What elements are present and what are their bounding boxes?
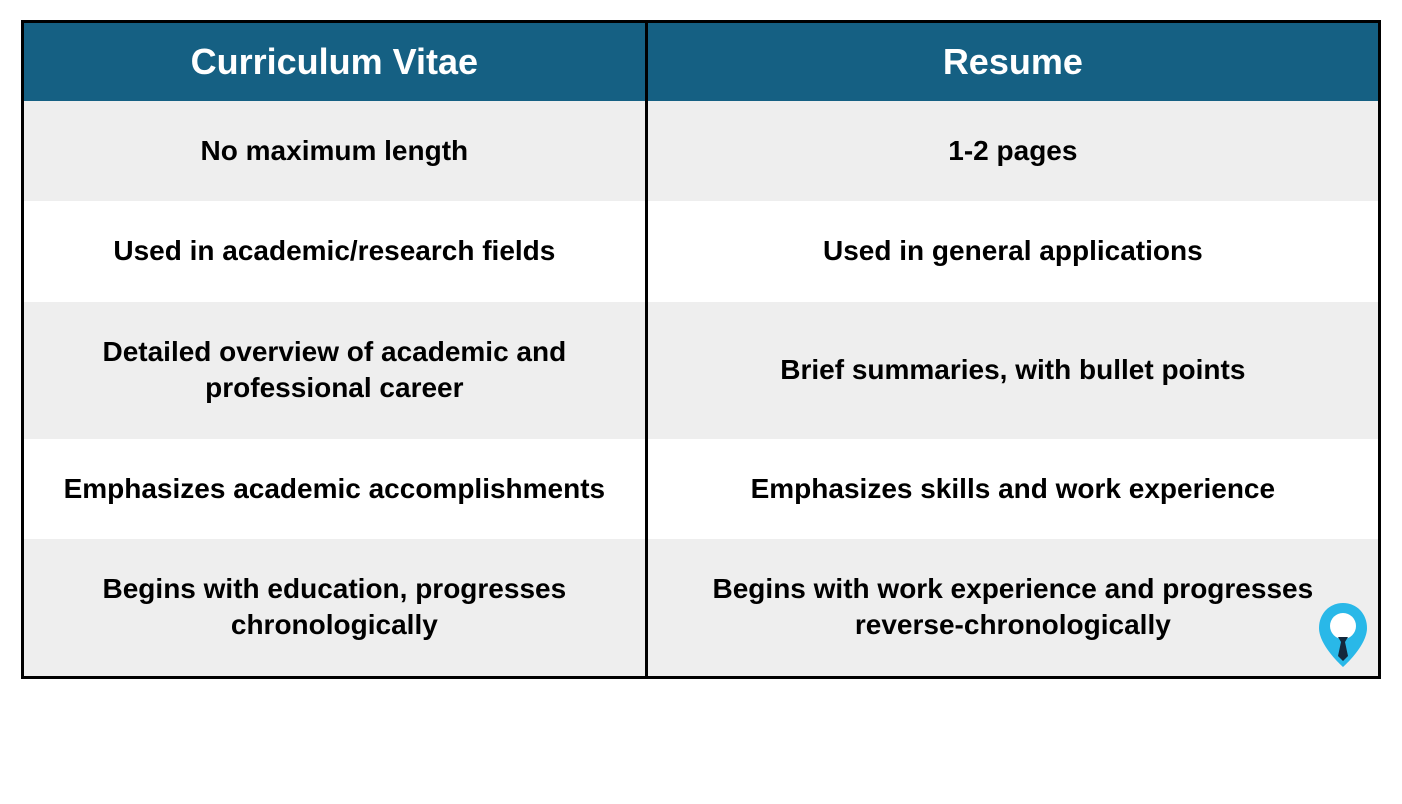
cell-resume: Emphasizes skills and work experience [646, 439, 1379, 539]
cell-cv: Emphasizes academic accomplishments [23, 439, 647, 539]
comparison-table: Curriculum Vitae Resume No maximum lengt… [21, 20, 1381, 679]
table-row: Detailed overview of academic and profes… [23, 302, 1380, 439]
cell-resume: Used in general applications [646, 201, 1379, 301]
comparison-table-container: Curriculum Vitae Resume No maximum lengt… [21, 20, 1381, 679]
brand-logo-icon [1313, 601, 1373, 671]
table-row: Emphasizes academic accomplishments Emph… [23, 439, 1380, 539]
cell-cv: Begins with education, progresses chrono… [23, 539, 647, 677]
cell-resume: Brief summaries, with bullet points [646, 302, 1379, 439]
header-resume: Resume [646, 22, 1379, 102]
table-row: Begins with education, progresses chrono… [23, 539, 1380, 677]
table-row: No maximum length 1-2 pages [23, 101, 1380, 201]
cell-resume: 1-2 pages [646, 101, 1379, 201]
cell-cv: Used in academic/research fields [23, 201, 647, 301]
cell-resume: Begins with work experience and progress… [646, 539, 1379, 677]
cell-cv: Detailed overview of academic and profes… [23, 302, 647, 439]
table-header-row: Curriculum Vitae Resume [23, 22, 1380, 102]
table-row: Used in academic/research fields Used in… [23, 201, 1380, 301]
cell-cv: No maximum length [23, 101, 647, 201]
table-body: No maximum length 1-2 pages Used in acad… [23, 101, 1380, 677]
header-cv: Curriculum Vitae [23, 22, 647, 102]
